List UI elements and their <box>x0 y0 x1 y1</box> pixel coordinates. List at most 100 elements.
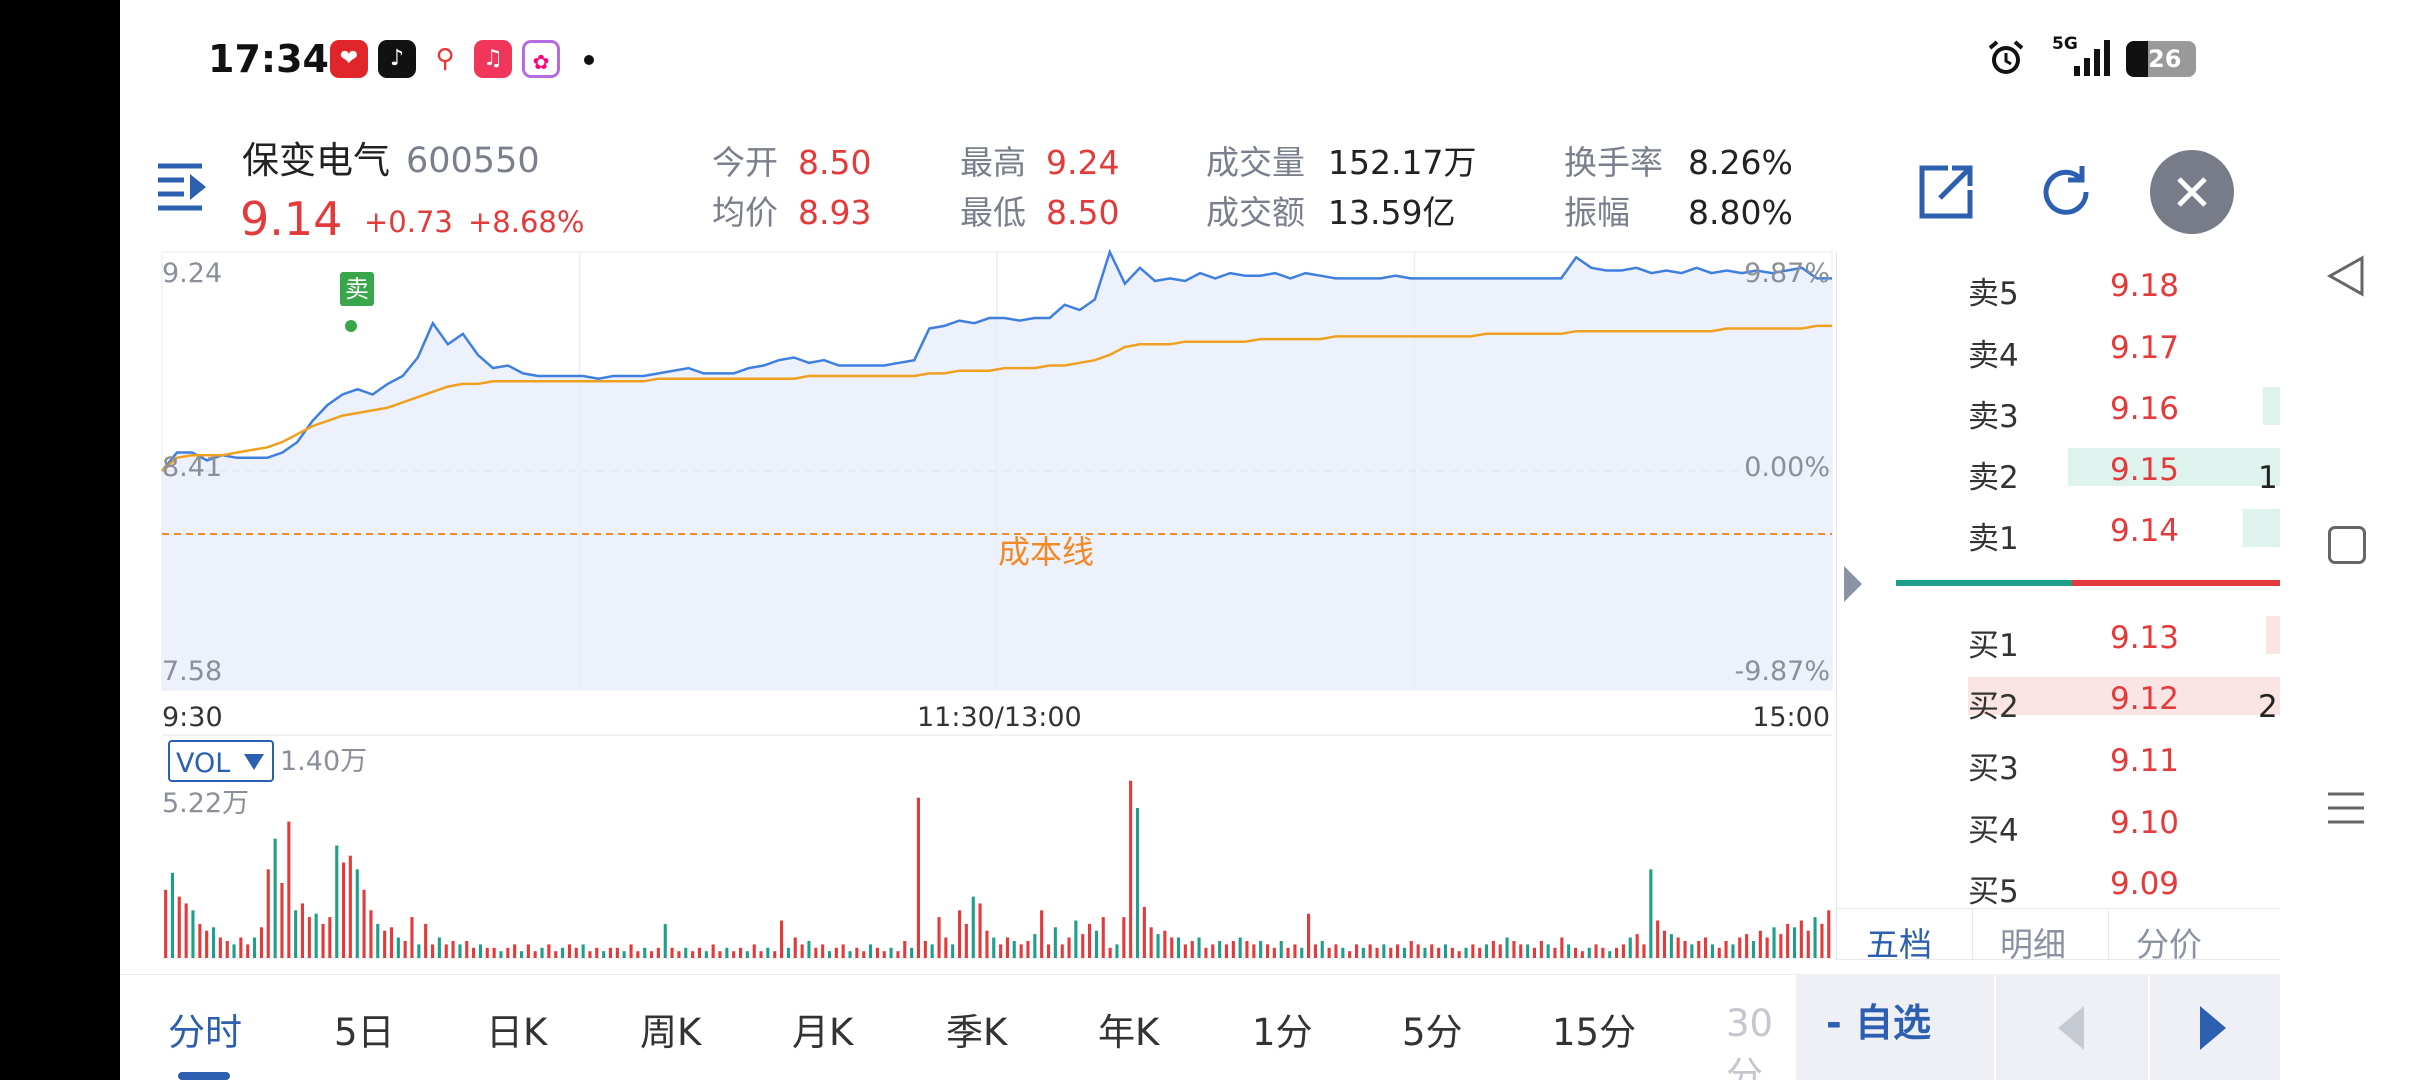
vol-indicator-selector[interactable]: VOL <box>168 740 274 782</box>
bid-row-5: 买5 9.09 492 <box>1968 856 2280 910</box>
next-arrow-icon <box>2200 1006 2226 1050</box>
volume-bar <box>499 951 503 958</box>
volume-bar <box>1745 934 1749 958</box>
volume-bar <box>1560 937 1564 958</box>
volume-bar <box>1512 941 1516 958</box>
volume-bar <box>280 883 284 958</box>
volume-bar <box>766 947 770 958</box>
tab-monthly-k[interactable]: 月K <box>792 1011 854 1054</box>
volume-bar <box>1580 951 1584 958</box>
tab-daily-k[interactable]: 日K <box>486 1011 548 1054</box>
volume-bar <box>602 951 606 958</box>
volume-bar <box>1813 917 1817 958</box>
ask-3-price: 9.16 <box>2110 391 2180 427</box>
volume-bar <box>554 951 558 958</box>
price-change: +0.73 <box>364 205 453 239</box>
volume-bar <box>533 951 537 958</box>
tab-details[interactable]: 明细 <box>2000 925 2066 964</box>
amount-value: 13.59亿 <box>1328 193 1456 232</box>
volume-bar <box>725 947 729 958</box>
add-watchlist-button[interactable]: - 自选 <box>1796 974 1994 1080</box>
volume-bar <box>1478 947 1482 958</box>
volume-bar <box>1423 947 1427 958</box>
signal-icon <box>2072 38 2112 78</box>
volume-bar <box>814 947 818 958</box>
tab-30min[interactable]: 30分 <box>1726 1002 1774 1080</box>
volume-bar <box>1697 941 1701 958</box>
bid-row-3: 买3 9.11 1238 <box>1968 733 2280 787</box>
volume-bar <box>437 937 441 958</box>
close-button[interactable] <box>2150 150 2234 234</box>
tab-weekly-k[interactable]: 周K <box>640 1011 702 1054</box>
volume-bar <box>834 947 838 958</box>
volume-bar <box>663 923 667 958</box>
high-label: 最高 <box>960 143 1026 182</box>
volume-bar <box>1635 934 1639 958</box>
volume-bar <box>869 944 873 958</box>
tab-5min[interactable]: 5分 <box>1402 1011 1463 1054</box>
bid-3-label: 买3 <box>1968 751 2019 787</box>
volume-bar <box>1129 780 1133 958</box>
ask-3-volume: 5543 <box>2279 391 2280 427</box>
volume-bar <box>1676 937 1680 958</box>
price-area-fill <box>162 252 1832 690</box>
ask-1-price: 9.14 <box>2110 513 2180 549</box>
tab-15min[interactable]: 15分 <box>1552 1011 1637 1054</box>
vol-max-label: 5.22万 <box>162 788 250 819</box>
volume-bar <box>1101 917 1105 958</box>
volume-bar <box>1587 947 1591 958</box>
home-icon[interactable] <box>2328 526 2366 564</box>
volume-bar <box>540 947 544 958</box>
volume-bar <box>478 944 482 958</box>
expand-arrow-icon[interactable] <box>1844 566 1862 602</box>
tab-5day[interactable]: 5日 <box>334 1011 395 1054</box>
volume-bar <box>793 937 797 958</box>
volume-bar <box>492 947 496 958</box>
prev-stock-button[interactable] <box>1996 974 2148 1080</box>
volume-bar <box>1334 944 1338 958</box>
volume-bar <box>1608 951 1612 958</box>
volume-bar <box>1266 944 1270 958</box>
volume-bar <box>1731 944 1735 958</box>
refresh-icon[interactable] <box>2036 162 2096 222</box>
volume-bar <box>704 951 708 958</box>
ask-row-5: 卖5 9.18 2914 <box>1968 258 2280 312</box>
volume-bar <box>999 944 1003 958</box>
recents-icon[interactable] <box>2326 788 2366 828</box>
tab-yearly-k[interactable]: 年K <box>1098 1011 1160 1054</box>
volume-bar <box>212 927 216 958</box>
tab-intraday[interactable]: 分时 <box>168 1011 242 1054</box>
low-label: 最低 <box>960 193 1026 232</box>
volume-bar <box>1786 923 1790 958</box>
tab-five-levels[interactable]: 五档 <box>1866 925 1932 964</box>
volume-bar <box>506 947 510 958</box>
volume-bar <box>622 951 626 958</box>
period-tabs-bar <box>120 974 2280 1080</box>
next-stock-button[interactable] <box>2150 974 2280 1080</box>
bid-4-volume: 2941 <box>2279 805 2280 841</box>
network-type: 5G <box>2052 34 2078 54</box>
volume-bar <box>321 923 325 958</box>
volume-bar <box>1649 869 1653 958</box>
volume-bar <box>1765 937 1769 958</box>
volume-bar <box>964 923 968 958</box>
volume-bar <box>889 947 893 958</box>
tab-price-dist[interactable]: 分价 <box>2136 925 2202 964</box>
volume-bar <box>225 941 229 958</box>
volume-bar <box>335 845 339 958</box>
volume-bar <box>567 944 571 958</box>
left-pillar <box>0 0 120 1080</box>
tab-quarterly-k[interactable]: 季K <box>946 1011 1008 1054</box>
share-icon[interactable] <box>1918 164 1974 220</box>
volume-bar <box>184 903 188 958</box>
gallery-app-icon: ✿ <box>522 40 560 78</box>
menu-icon[interactable] <box>156 158 212 214</box>
volume-bar <box>615 947 619 958</box>
ask-3-label: 卖3 <box>1968 399 2019 435</box>
back-icon[interactable] <box>2326 254 2366 298</box>
tab-1min[interactable]: 1分 <box>1252 1011 1313 1054</box>
volume-bar <box>1553 947 1557 958</box>
open-value: 8.50 <box>798 143 872 182</box>
prev-arrow-icon <box>2058 1006 2084 1050</box>
intraday-chart[interactable] <box>120 0 1842 980</box>
